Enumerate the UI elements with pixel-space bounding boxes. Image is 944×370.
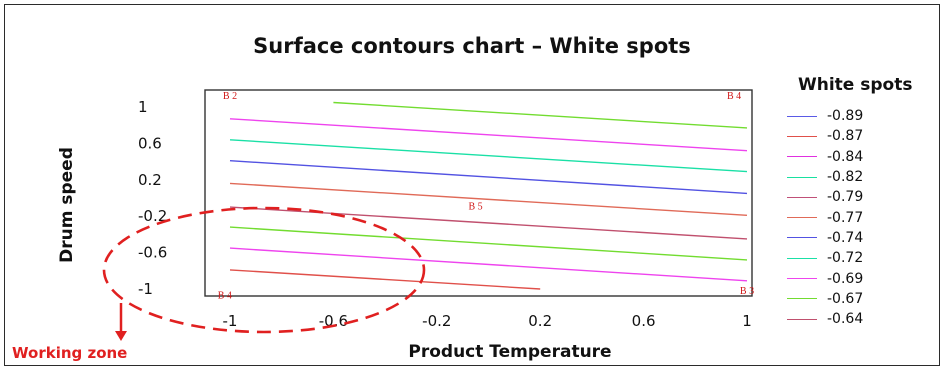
legend-item: -0.67 (787, 289, 863, 309)
legend-label: -0.79 (827, 189, 864, 206)
x-tick-label: 0.6 (632, 312, 656, 330)
contour-line-8 (229, 247, 748, 282)
contour-line-3 (229, 139, 748, 173)
x-tick-label: -1 (223, 312, 238, 330)
legend-swatch (787, 217, 817, 219)
legend-item: -0.89 (787, 106, 863, 126)
contour-line-5 (229, 182, 748, 216)
contour-line-4 (229, 160, 748, 195)
x-axis-label: Product Temperature (408, 342, 611, 362)
legend-label: -0.82 (827, 169, 864, 186)
legend-item: -0.84 (787, 147, 863, 167)
legend-label: -0.67 (827, 290, 864, 307)
legend-label: -0.84 (827, 148, 864, 165)
working-zone-arrow-head (115, 331, 127, 341)
x-tick-label: -0.6 (319, 312, 348, 330)
legend-item: -0.74 (787, 228, 863, 248)
legend-item: -0.82 (787, 167, 863, 187)
point-label: B 4 (727, 91, 741, 102)
legend-swatch (787, 196, 817, 198)
legend-item: -0.87 (787, 126, 863, 146)
legend-label: -0.74 (827, 229, 864, 246)
legend-label: -0.64 (827, 311, 864, 328)
legend-label: -0.77 (827, 209, 864, 226)
legend-item: -0.72 (787, 248, 863, 268)
legend-swatch (787, 115, 817, 117)
y-tick-label: -0.2 (138, 207, 167, 225)
plot-area (204, 89, 753, 297)
x-tick-label: 0.2 (528, 312, 552, 330)
legend-swatch (787, 135, 817, 137)
legend-item: -0.79 (787, 187, 863, 207)
y-axis-label: Drum speed (57, 147, 77, 263)
contour-line-1 (333, 101, 748, 129)
y-tick-label: 0.2 (138, 171, 162, 189)
point-label-layer: B 2 B 4 B 5 B 4 B 3 (218, 91, 754, 301)
contour-layer (229, 101, 748, 290)
legend-swatch (787, 237, 817, 239)
contour-line-7 (229, 226, 748, 261)
point-label: B 4 (218, 290, 232, 301)
y-tick-label: 1 (138, 98, 148, 116)
legend-title: White spots (798, 75, 913, 95)
point-label: B 3 (740, 286, 754, 297)
chart-title: Surface contours chart – White spots (253, 34, 691, 58)
legend-label: -0.87 (827, 128, 864, 145)
y-tick-label: 0.6 (138, 134, 162, 152)
chart-frame (4, 4, 940, 366)
y-tick-label: -0.6 (138, 244, 167, 262)
y-tick-label: -1 (138, 280, 153, 298)
x-tick-label: -0.2 (422, 312, 451, 330)
tick-layer: -1 -0.6 -0.2 0.2 0.6 1 1 0.6 0.2 -0.2 -0.6 -1 (138, 98, 752, 330)
point-label: B 5 (468, 201, 482, 212)
legend: -0.89 -0.87 -0.84 -0.82 -0.79 -0.77 -0.74 -0.72… (787, 106, 863, 329)
legend-swatch (787, 318, 817, 320)
legend-swatch (787, 156, 817, 158)
legend-swatch (787, 176, 817, 178)
legend-item: -0.64 (787, 309, 863, 329)
legend-swatch (787, 298, 817, 300)
point-label: B 2 (223, 91, 237, 102)
contour-line-9 (229, 269, 541, 290)
legend-item: -0.69 (787, 268, 863, 288)
legend-label: -0.72 (827, 250, 864, 267)
working-zone-ellipse (102, 206, 426, 334)
x-tick-label: 1 (742, 312, 752, 330)
contour-line-6 (229, 206, 748, 240)
legend-label: -0.89 (827, 108, 864, 125)
contour-line-2 (229, 118, 748, 152)
legend-item: -0.77 (787, 207, 863, 227)
legend-swatch (787, 278, 817, 280)
working-zone-label: Working zone (12, 344, 128, 362)
legend-label: -0.69 (827, 270, 864, 287)
legend-swatch (787, 257, 817, 259)
